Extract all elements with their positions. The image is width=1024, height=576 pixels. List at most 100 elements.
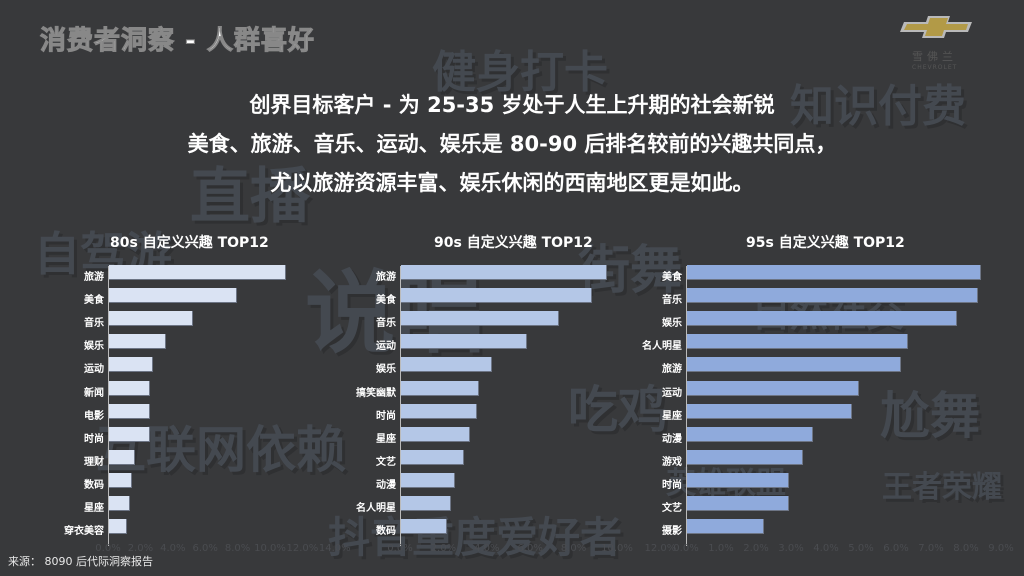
x-tick-label: 6.0%	[192, 543, 218, 554]
category-label: 运动	[662, 387, 682, 399]
category-label: 音乐	[376, 318, 396, 330]
watermark-livestream: 直播	[190, 162, 310, 232]
bar	[401, 496, 451, 511]
category-label: 时尚	[662, 479, 682, 491]
x-tick-label: 4.0%	[813, 543, 839, 554]
bar-row: 音乐	[662, 288, 978, 311]
category-label: 时尚	[376, 410, 396, 422]
category-label: 数码	[84, 479, 104, 491]
bar	[687, 403, 852, 419]
bar-row: 运动	[376, 334, 527, 357]
bar	[401, 265, 608, 280]
x-tick-label: 8.0%	[560, 543, 587, 554]
chart-title: 95s 自定义兴趣 TOP12	[746, 235, 905, 251]
category-label: 美食	[376, 295, 396, 307]
chart-title: 90s 自定义兴趣 TOP12	[434, 235, 593, 251]
y-axis-line	[400, 266, 401, 546]
bar	[401, 449, 464, 465]
bar	[109, 357, 153, 373]
page-title: 消费者洞察 - 人群喜好	[40, 26, 315, 57]
watermark-paid-knowledge: 知识付费	[790, 81, 966, 132]
category-label: 理财	[84, 456, 104, 468]
category-label: 旅游	[376, 272, 396, 283]
watermark-douyin: 抖音重度爱好者	[328, 513, 623, 562]
x-tick-label: 12.0%	[286, 543, 319, 554]
bar	[687, 449, 803, 465]
bar	[401, 519, 447, 535]
bar-row: 时尚	[84, 426, 150, 450]
chart-95s: 95s 自定义兴趣 TOP12 美食 音乐 娱乐 名人明星 旅游 运动 星座 动漫 游戏 时尚 文艺…	[642, 232, 1024, 554]
x-tick-label: 10.0%	[254, 543, 286, 554]
x-tick-label: 3.0%	[778, 543, 804, 554]
bar-row: 名人明星	[642, 334, 908, 357]
bar-row: 娱乐	[84, 334, 166, 357]
bar	[109, 519, 127, 535]
category-label: 时尚	[84, 433, 104, 445]
bar-row: 美食	[662, 265, 981, 288]
bar	[401, 334, 527, 350]
chart-80s: 80s 自定义兴趣 TOP12 旅游 美食 音乐 娱乐 运动 新闻 电影 时尚 理财 数码 星座 穿衣…	[64, 232, 351, 554]
x-tick-label: 9.0%	[988, 543, 1014, 554]
bar-row: 星座	[662, 403, 852, 427]
x-tick-label: 0.0%	[673, 543, 699, 554]
bar-row: 搞笑幽默	[356, 380, 480, 404]
bar-row: 文艺	[662, 496, 789, 519]
category-label: 电影	[84, 410, 104, 422]
bar	[687, 519, 764, 535]
bar	[109, 311, 194, 327]
bar	[401, 403, 477, 419]
category-label: 文艺	[662, 503, 682, 514]
bar	[109, 288, 237, 304]
category-label: 旅游	[662, 364, 682, 376]
x-tick-label: 2.0%	[743, 543, 769, 554]
category-label: 星座	[662, 410, 682, 422]
bar-row: 娱乐	[376, 357, 493, 380]
category-label: 名人明星	[356, 503, 396, 514]
bar-row: 数码	[376, 519, 447, 542]
bar	[687, 311, 957, 327]
x-tick-label: 5.0%	[848, 543, 874, 554]
bar	[109, 426, 150, 442]
y-axis-line	[108, 266, 109, 546]
x-tick-label: 2.0%	[430, 543, 457, 554]
bar-row: 动漫	[662, 426, 813, 450]
bar-row: 旅游	[662, 357, 901, 380]
bar	[687, 472, 789, 488]
bar-row: 星座	[84, 496, 131, 519]
y-axis-line	[686, 266, 687, 546]
category-label: 音乐	[84, 318, 104, 330]
category-label: 旅游	[84, 272, 104, 283]
category-label: 游戏	[662, 456, 682, 468]
bar	[401, 311, 560, 327]
category-label: 名人明星	[642, 341, 682, 353]
x-tick-label: 12.0%	[644, 543, 677, 554]
category-label: 音乐	[662, 295, 682, 307]
x-tick-label: 14.0%	[318, 543, 351, 554]
bar-row: 旅游	[376, 265, 608, 288]
bar	[109, 403, 150, 419]
bar-row: 名人明星	[356, 496, 451, 519]
category-label: 穿衣美容	[64, 526, 104, 538]
bar	[687, 265, 981, 280]
bar-row: 理财	[84, 449, 135, 473]
bar-row: 文艺	[376, 449, 464, 473]
bar-row: 旅游	[84, 265, 286, 288]
bar	[109, 265, 286, 280]
x-tick-label: 8.0%	[953, 543, 979, 554]
chart-title: 80s 自定义兴趣 TOP12	[110, 235, 269, 251]
bar	[401, 472, 456, 488]
bar	[687, 334, 908, 350]
category-label: 运动	[84, 364, 104, 376]
bar-row: 电影	[84, 403, 150, 427]
watermark-pubg: 吃鸡	[568, 381, 668, 439]
category-label: 星座	[84, 503, 104, 514]
category-label: 摄影	[662, 526, 682, 538]
category-label: 数码	[376, 526, 396, 538]
source-note: 来源： 8090 后代际洞察报告	[8, 555, 153, 568]
watermark-fitness: 健身打卡	[432, 47, 608, 98]
bar-row: 摄影	[662, 519, 764, 542]
bar	[401, 426, 471, 442]
subtitle-block: 创界目标客户 - 为 25-35 岁处于人生上升期的社会新锐 美食、旅游、音乐、…	[0, 86, 1024, 203]
x-tick-label: 10.0%	[601, 543, 633, 554]
category-label: 娱乐	[376, 364, 396, 376]
